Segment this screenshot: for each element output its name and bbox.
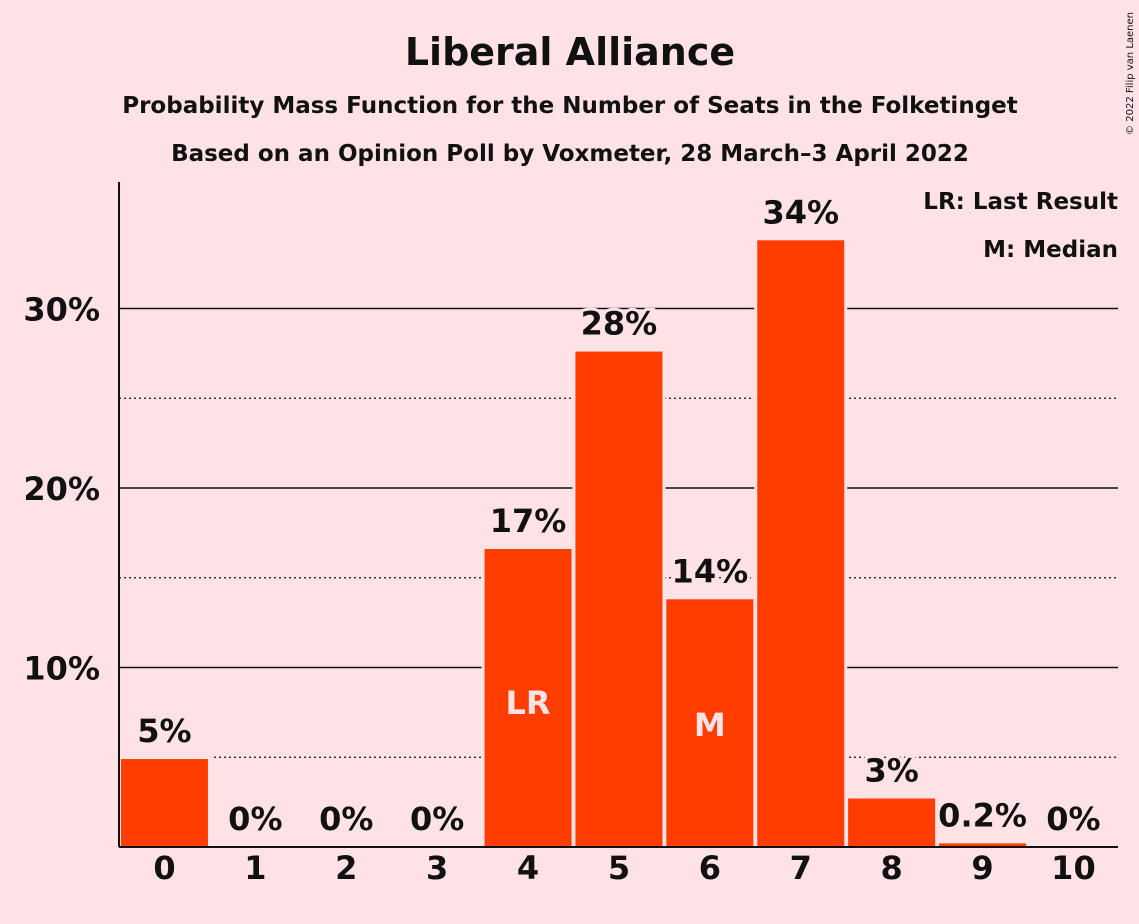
x-tick-label-10: 10 (1051, 849, 1096, 887)
labels: 5% 0 0% 1 0% 2 0% 3 17% 4 LR 28% 5 14% 6 M 34% 7 3% 8 0.2% 9 0… (134, 190, 1103, 887)
credit-text: © 2022 Filip van Laenen (1125, 12, 1136, 135)
bars (117, 237, 1030, 848)
bar-8 (848, 798, 936, 847)
x-tick-label-7: 7 (790, 849, 812, 887)
legend-last-result: LR: Last Result (923, 189, 1118, 215)
inside-label-M: M (694, 706, 726, 744)
x-tick-label-4: 4 (517, 849, 539, 887)
data-label-6: 14% (672, 552, 749, 590)
x-tick-label-0: 0 (153, 849, 175, 887)
x-tick-label-9: 9 (971, 849, 993, 887)
x-tick-label-2: 2 (335, 849, 357, 887)
bar-0 (120, 759, 208, 847)
chart-title: Liberal Alliance (405, 30, 735, 74)
x-tick-label-8: 8 (881, 849, 903, 887)
axes: 10% 20% 30% (23, 182, 1118, 848)
y-tick-label-20: 20% (23, 470, 100, 508)
data-label-2: 0% (319, 800, 373, 838)
data-label-5: 28% (581, 305, 658, 343)
chart-subtitle: Probability Mass Function for the Number… (122, 93, 1018, 119)
inside-label-LR: LR (506, 684, 551, 722)
y-tick-label-30: 30% (23, 291, 100, 329)
data-label-8: 3% (864, 752, 918, 790)
x-tick-label-3: 3 (426, 849, 448, 887)
legend-median: M: Median (983, 237, 1118, 263)
data-label-1: 0% (228, 800, 282, 838)
data-label-4: 17% (490, 502, 567, 540)
bar-9 (939, 843, 1027, 847)
x-tick-label-5: 5 (608, 849, 630, 887)
bar-5 (575, 351, 663, 847)
x-tick-label-1: 1 (244, 849, 266, 887)
chart-subtitle-2: Based on an Opinion Poll by Voxmeter, 28… (171, 141, 969, 167)
bar-4 (484, 549, 572, 847)
bar-6 (666, 599, 754, 847)
data-label-7: 34% (762, 193, 839, 231)
bar-7 (757, 240, 845, 848)
data-label-0: 5% (137, 712, 191, 750)
x-tick-label-6: 6 (699, 849, 721, 887)
y-tick-label-10: 10% (23, 650, 100, 688)
data-label-3: 0% (410, 800, 464, 838)
data-label-9: 0.2% (938, 796, 1027, 834)
data-label-10: 0% (1046, 800, 1100, 838)
